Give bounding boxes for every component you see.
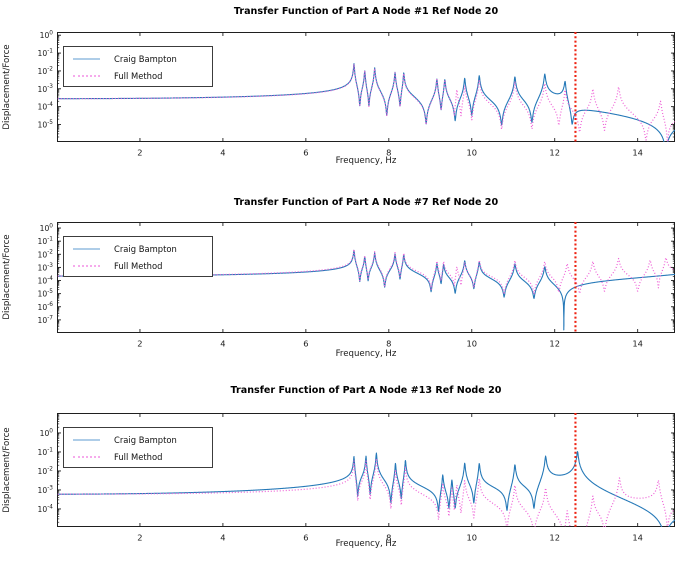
- legend-label: Craig Bampton: [114, 243, 177, 254]
- subplot-title: Transfer Function of Part A Node #13 Ref…: [230, 385, 502, 396]
- svg-text:10-2: 10-2: [38, 466, 54, 476]
- svg-text:10: 10: [466, 533, 477, 543]
- svg-text:100: 100: [40, 428, 54, 438]
- svg-text:10: 10: [466, 148, 477, 158]
- svg-text:8: 8: [386, 339, 391, 349]
- craig-bampton-line-swatch: [73, 57, 100, 60]
- svg-text:2: 2: [137, 533, 142, 543]
- svg-text:14: 14: [632, 339, 643, 349]
- legend-label: Full Method: [114, 260, 163, 271]
- svg-text:14: 14: [632, 148, 643, 158]
- x-axis-label: Frequency, Hz: [335, 349, 397, 359]
- craig-bampton-curve: [57, 450, 675, 527]
- svg-text:100: 100: [40, 31, 54, 41]
- svg-text:10-1: 10-1: [38, 447, 54, 457]
- svg-text:10-1: 10-1: [38, 237, 54, 247]
- legend: Craig Bampton Full Method: [63, 46, 213, 87]
- svg-text:10-5: 10-5: [38, 120, 54, 130]
- svg-text:10-3: 10-3: [38, 84, 54, 94]
- legend-label: Craig Bampton: [114, 434, 177, 445]
- svg-text:100: 100: [40, 223, 54, 233]
- full-method-line-swatch: [73, 455, 100, 458]
- subplot-title: Transfer Function of Part A Node #7 Ref …: [233, 197, 499, 208]
- svg-text:10: 10: [466, 339, 477, 349]
- svg-text:12: 12: [549, 533, 560, 543]
- legend: Craig Bampton Full Method: [63, 427, 213, 468]
- svg-text:4: 4: [220, 533, 225, 543]
- x-axis-label: Frequency, Hz: [335, 539, 397, 549]
- craig-bampton-line-swatch: [73, 247, 100, 250]
- y-axis-label: Displacement/Force: [2, 44, 12, 130]
- full-method-curve: [57, 248, 675, 295]
- axes-plot-node-1: 2 4 6 8 10 12 14 100 10-1 10-2 10-3 10-4 10-5: [38, 31, 675, 158]
- svg-text:6: 6: [303, 533, 308, 543]
- y-axis-label: Displacement/Force: [2, 427, 12, 513]
- svg-text:10-4: 10-4: [38, 102, 54, 112]
- full-method-line-swatch: [73, 74, 100, 77]
- legend-label: Full Method: [114, 451, 163, 462]
- svg-text:10-3: 10-3: [38, 485, 54, 495]
- svg-text:10-4: 10-4: [38, 276, 54, 286]
- legend-label: Craig Bampton: [114, 53, 177, 64]
- legend-item: Craig Bampton: [64, 50, 212, 67]
- axes-plot-node-13: 2 4 6 8 10 12 14 100 10-1 10-2 10-3 10-4: [38, 413, 675, 543]
- full-method-line-swatch: [73, 264, 100, 267]
- svg-text:10-1: 10-1: [38, 48, 54, 58]
- legend-item: Craig Bampton: [64, 431, 212, 448]
- svg-text:10-3: 10-3: [38, 263, 54, 273]
- legend-label: Full Method: [114, 70, 163, 81]
- svg-text:10-2: 10-2: [38, 66, 54, 76]
- svg-text:8: 8: [386, 533, 391, 543]
- svg-text:10-2: 10-2: [38, 250, 54, 260]
- legend-item: Full Method: [64, 257, 212, 274]
- craig-bampton-line-swatch: [73, 438, 100, 441]
- svg-text:2: 2: [137, 339, 142, 349]
- svg-text:6: 6: [303, 148, 308, 158]
- svg-text:10-7: 10-7: [38, 315, 54, 325]
- svg-text:4: 4: [220, 339, 225, 349]
- svg-text:12: 12: [549, 339, 560, 349]
- y-axis-label: Displacement/Force: [2, 234, 12, 320]
- svg-text:12: 12: [549, 148, 560, 158]
- x-axis-label: Frequency, Hz: [335, 156, 397, 166]
- svg-text:10-6: 10-6: [38, 302, 54, 312]
- legend-item: Full Method: [64, 67, 212, 84]
- subplot-title: Transfer Function of Part A Node #1 Ref …: [233, 6, 499, 17]
- legend-item: Craig Bampton: [64, 240, 212, 257]
- legend: Craig Bampton Full Method: [63, 236, 213, 277]
- svg-text:4: 4: [220, 148, 225, 158]
- svg-text:10-4: 10-4: [38, 504, 54, 514]
- svg-text:6: 6: [303, 339, 308, 349]
- svg-text:10-5: 10-5: [38, 289, 54, 299]
- svg-text:14: 14: [632, 533, 643, 543]
- legend-item: Full Method: [64, 448, 212, 465]
- svg-text:8: 8: [386, 148, 391, 158]
- svg-text:2: 2: [137, 148, 142, 158]
